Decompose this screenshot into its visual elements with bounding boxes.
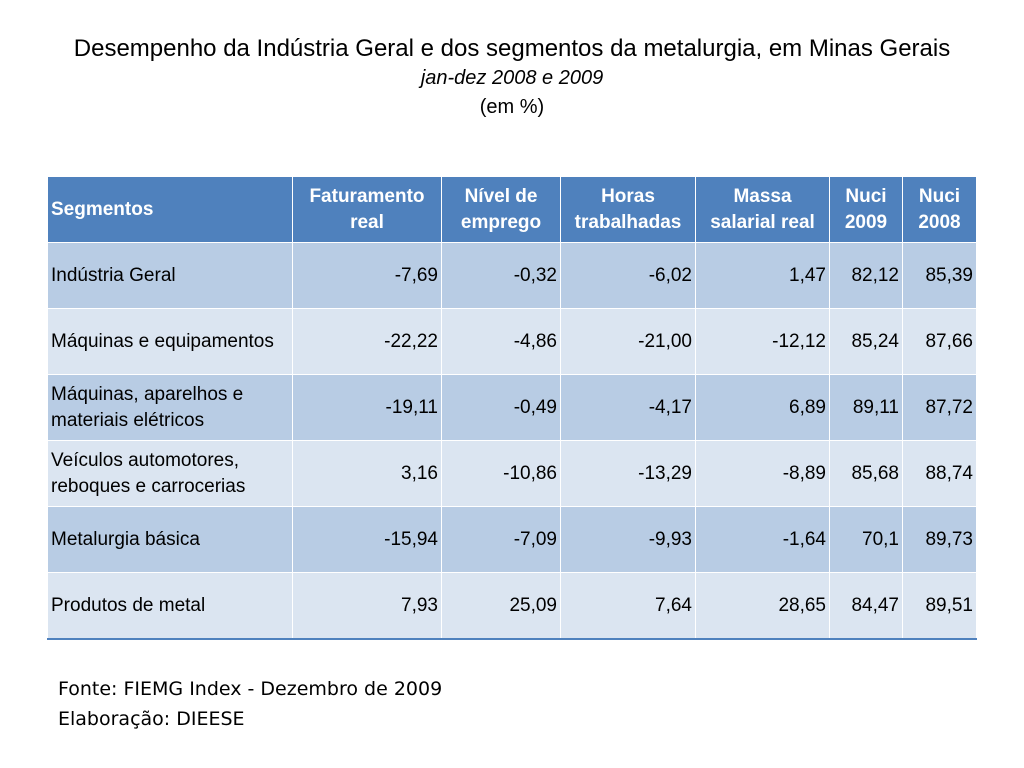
nuci-2009-cell: 85,24 bbox=[829, 308, 903, 375]
horas-cell: -13,29 bbox=[560, 440, 696, 507]
massa-salarial-cell: -8,89 bbox=[695, 440, 830, 507]
segment-cell: Máquinas e equipamentos bbox=[47, 308, 293, 375]
title-block: Desempenho da Indústria Geral e dos segm… bbox=[0, 33, 1024, 122]
massa-salarial-cell: 6,89 bbox=[695, 374, 830, 441]
horas-cell: -9,93 bbox=[560, 506, 696, 573]
table-row: Máquinas, aparelhos e materiais elétrico… bbox=[47, 374, 977, 441]
performance-table: Segmentos Faturamento real Nível de empr… bbox=[47, 176, 977, 640]
table-row: Veículos automotores, reboques e carroce… bbox=[47, 440, 977, 507]
massa-salarial-cell: 28,65 bbox=[695, 572, 830, 640]
header-nuci-2008: Nuci 2008 bbox=[902, 176, 977, 243]
nuci-2008-cell: 87,72 bbox=[902, 374, 977, 441]
nuci-2008-cell: 88,74 bbox=[902, 440, 977, 507]
emprego-cell: 25,09 bbox=[441, 572, 561, 640]
nuci-2009-cell: 84,47 bbox=[829, 572, 903, 640]
header-nivel-de-emprego: Nível de emprego bbox=[441, 176, 561, 243]
nuci-2009-cell: 70,1 bbox=[829, 506, 903, 573]
header-horas-trabalhadas: Horas trabalhadas bbox=[560, 176, 696, 243]
table-row: Indústria Geral -7,69 -0,32 -6,02 1,47 8… bbox=[47, 242, 977, 309]
table-row: Produtos de metal 7,93 25,09 7,64 28,65 … bbox=[47, 572, 977, 640]
horas-cell: 7,64 bbox=[560, 572, 696, 640]
nuci-2009-cell: 89,11 bbox=[829, 374, 903, 441]
segment-cell: Indústria Geral bbox=[47, 242, 293, 309]
page-title: Desempenho da Indústria Geral e dos segm… bbox=[73, 35, 951, 62]
table-row: Máquinas e equipamentos -22,22 -4,86 -21… bbox=[47, 308, 977, 375]
emprego-cell: -0,32 bbox=[441, 242, 561, 309]
segment-cell: Veículos automotores, reboques e carroce… bbox=[47, 440, 293, 507]
horas-cell: -4,17 bbox=[560, 374, 696, 441]
emprego-cell: -4,86 bbox=[441, 308, 561, 375]
emprego-cell: -0,49 bbox=[441, 374, 561, 441]
header-faturamento-real: Faturamento real bbox=[292, 176, 442, 243]
massa-salarial-cell: -12,12 bbox=[695, 308, 830, 375]
table-row: Metalurgia básica -15,94 -7,09 -9,93 -1,… bbox=[47, 506, 977, 573]
faturamento-cell: -22,22 bbox=[292, 308, 442, 375]
faturamento-cell: 3,16 bbox=[292, 440, 442, 507]
period-subtitle: jan-dez 2008 e 2009 bbox=[420, 67, 604, 89]
nuci-2008-cell: 85,39 bbox=[902, 242, 977, 309]
massa-salarial-cell: -1,64 bbox=[695, 506, 830, 573]
source-notes: Fonte: FIEMG Index - Dezembro de 2009 El… bbox=[58, 674, 442, 734]
faturamento-cell: -7,69 bbox=[292, 242, 442, 309]
nuci-2008-cell: 89,73 bbox=[902, 506, 977, 573]
faturamento-cell: -15,94 bbox=[292, 506, 442, 573]
emprego-cell: -10,86 bbox=[441, 440, 561, 507]
header-massa-salarial-real: Massa salarial real bbox=[695, 176, 830, 243]
nuci-2008-cell: 87,66 bbox=[902, 308, 977, 375]
table-header-row: Segmentos Faturamento real Nível de empr… bbox=[47, 176, 977, 243]
faturamento-cell: 7,93 bbox=[292, 572, 442, 640]
unit-subtitle: (em %) bbox=[479, 96, 545, 118]
header-segmentos: Segmentos bbox=[47, 176, 293, 243]
horas-cell: -21,00 bbox=[560, 308, 696, 375]
nuci-2009-cell: 82,12 bbox=[829, 242, 903, 309]
nuci-2008-cell: 89,51 bbox=[902, 572, 977, 640]
horas-cell: -6,02 bbox=[560, 242, 696, 309]
prepared-by-line: Elaboração: DIEESE bbox=[58, 708, 245, 730]
massa-salarial-cell: 1,47 bbox=[695, 242, 830, 309]
source-line: Fonte: FIEMG Index - Dezembro de 2009 bbox=[58, 678, 443, 700]
segment-cell: Metalurgia básica bbox=[47, 506, 293, 573]
emprego-cell: -7,09 bbox=[441, 506, 561, 573]
header-nuci-2009: Nuci 2009 bbox=[829, 176, 903, 243]
faturamento-cell: -19,11 bbox=[292, 374, 442, 441]
segment-cell: Máquinas, aparelhos e materiais elétrico… bbox=[47, 374, 293, 441]
segment-cell: Produtos de metal bbox=[47, 572, 293, 640]
nuci-2009-cell: 85,68 bbox=[829, 440, 903, 507]
